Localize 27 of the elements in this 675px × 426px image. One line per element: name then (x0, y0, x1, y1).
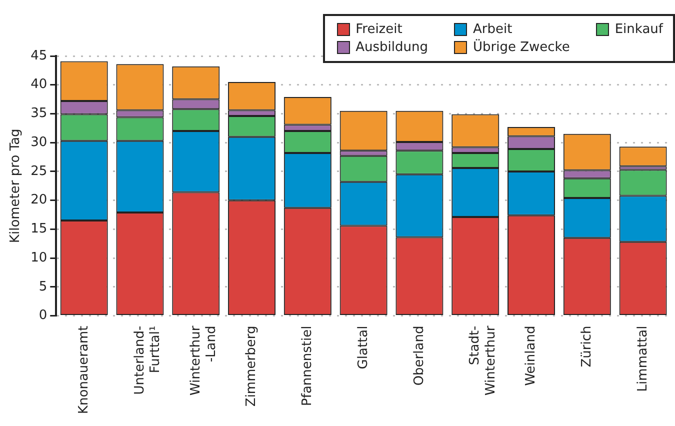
y-tick-label: 35 (30, 106, 48, 122)
x-tick-label: Knonaueramt (76, 326, 92, 414)
y-tick-label: 45 (30, 48, 48, 64)
y-tick-label: 40 (30, 77, 48, 92)
legend-label: Einkauf (614, 22, 663, 37)
y-tick-label: 15 (30, 222, 48, 237)
y-tick-label: 25 (30, 164, 48, 179)
legend-label: Arbeit (472, 22, 514, 37)
x-tick-label: Oberland (412, 326, 427, 386)
x-tick-label: Limmattal (635, 326, 650, 392)
x-tick-label: Zimmerberg (244, 326, 260, 407)
x-tick-label: Unterland- Furttal¹ (132, 325, 163, 395)
y-tick-label: 5 (38, 279, 48, 294)
x-tick-label: Pfannenstiel (300, 326, 316, 406)
x-tick-label: Stadt- Winterthur (468, 325, 498, 396)
x-tick-label: Winterthur -Land (188, 325, 219, 396)
x-tick-label: Zürich (580, 326, 595, 368)
y-tick-label: 30 (30, 134, 48, 150)
y-tick-label: 20 (30, 192, 48, 208)
y-tick-label: 10 (30, 250, 48, 266)
legend-label: Ausbildung (354, 40, 428, 55)
y-axis-title: Kilometer pro Tag (8, 128, 24, 244)
x-tick-label: Glattal (356, 326, 371, 370)
legend-label: Übrige Zwecke (472, 40, 570, 55)
legend-label: Freizeit (354, 22, 404, 37)
x-tick-label: Weinland (524, 326, 539, 386)
y-tick-label: 0 (38, 308, 48, 324)
